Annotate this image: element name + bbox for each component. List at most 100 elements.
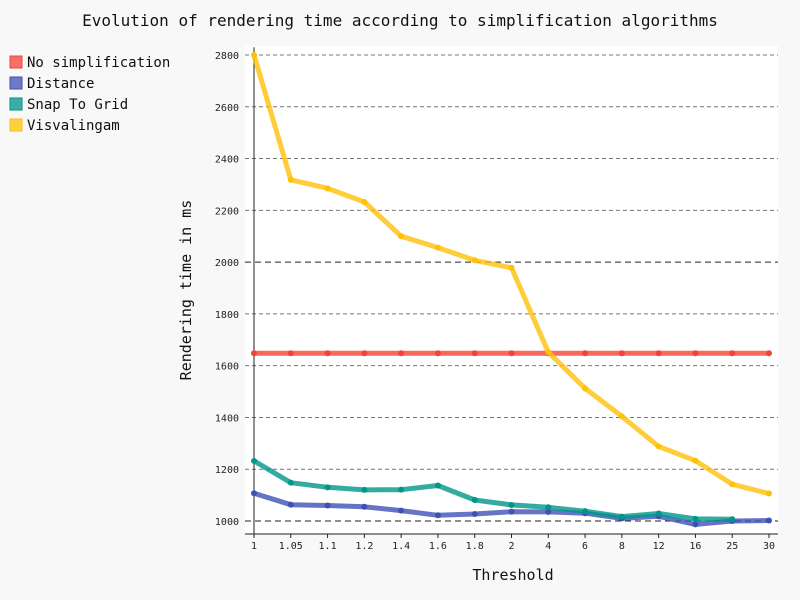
x-tick-label: 1.8 <box>466 541 484 552</box>
data-point-distance[interactable] <box>434 512 441 519</box>
series-line-snap-to-grid <box>251 458 735 522</box>
data-point-distance[interactable] <box>471 511 478 518</box>
data-point-snap-to-grid[interactable] <box>361 486 368 493</box>
data-point-no-simplification[interactable] <box>618 350 625 357</box>
x-tick-label: 12 <box>653 541 665 552</box>
legend-item-no-simplification[interactable]: No simplification <box>9 55 170 71</box>
legend-swatch <box>9 97 23 111</box>
data-point-visvalingam[interactable] <box>434 244 441 251</box>
y-tick-label: 1400 <box>215 413 239 424</box>
data-point-no-simplification[interactable] <box>692 350 699 357</box>
data-point-no-simplification[interactable] <box>508 350 515 357</box>
data-point-snap-to-grid[interactable] <box>251 457 257 464</box>
legend-item-visvalingam[interactable]: Visvalingam <box>9 118 120 134</box>
data-point-distance[interactable] <box>324 502 331 509</box>
data-point-distance[interactable] <box>251 490 257 497</box>
x-tick-label: 1.2 <box>355 541 373 552</box>
data-point-distance[interactable] <box>545 508 552 515</box>
data-point-snap-to-grid[interactable] <box>655 510 662 517</box>
data-point-no-simplification[interactable] <box>398 350 405 357</box>
data-point-visvalingam[interactable] <box>508 264 515 271</box>
x-tick-label: 30 <box>763 541 775 552</box>
data-point-no-simplification[interactable] <box>766 350 772 357</box>
data-point-visvalingam[interactable] <box>692 457 699 464</box>
x-tick-label: 4 <box>545 541 551 552</box>
legend-label: Distance <box>27 76 94 92</box>
legend-item-distance[interactable]: Distance <box>9 76 94 92</box>
data-point-visvalingam[interactable] <box>471 257 478 264</box>
x-tick-label: 16 <box>689 541 701 552</box>
y-tick-label: 2400 <box>215 155 239 166</box>
legend-label: Snap To Grid <box>27 97 128 113</box>
data-point-no-simplification[interactable] <box>582 350 589 357</box>
legend: No simplification Distance Snap To Grid Vis… <box>9 55 170 134</box>
data-point-distance[interactable] <box>508 508 515 515</box>
x-tick-label: 1.6 <box>429 541 447 552</box>
y-axis-label: Rendering time in ms <box>177 200 195 381</box>
data-point-distance[interactable] <box>692 521 699 528</box>
legend-swatch <box>9 118 23 132</box>
x-tick-label: 1 <box>251 541 257 552</box>
data-point-snap-to-grid[interactable] <box>398 486 405 493</box>
data-point-no-simplification[interactable] <box>361 350 368 357</box>
y-tick-label: 1000 <box>215 517 239 528</box>
data-point-visvalingam[interactable] <box>655 443 662 450</box>
data-point-snap-to-grid[interactable] <box>618 513 625 520</box>
y-tick-label: 1600 <box>215 362 239 373</box>
data-point-visvalingam[interactable] <box>361 199 368 206</box>
data-point-snap-to-grid[interactable] <box>545 504 552 511</box>
data-point-snap-to-grid[interactable] <box>692 515 699 522</box>
data-point-distance[interactable] <box>398 507 405 514</box>
x-tick-label: 25 <box>726 541 738 552</box>
data-point-no-simplification[interactable] <box>324 350 331 357</box>
x-tick-label: 8 <box>619 541 625 552</box>
legend-label: No simplification <box>27 55 170 71</box>
plot-background <box>245 46 778 533</box>
data-point-visvalingam[interactable] <box>766 490 772 497</box>
data-point-snap-to-grid[interactable] <box>471 497 478 504</box>
data-point-snap-to-grid[interactable] <box>287 479 294 486</box>
data-point-distance[interactable] <box>361 503 368 510</box>
data-point-visvalingam[interactable] <box>582 385 589 392</box>
data-point-visvalingam[interactable] <box>618 413 625 420</box>
x-tick-label: 1.1 <box>319 541 337 552</box>
data-point-no-simplification[interactable] <box>729 350 736 357</box>
data-point-snap-to-grid[interactable] <box>324 484 331 491</box>
legend-label: Visvalingam <box>27 118 120 134</box>
legend-swatch <box>9 55 23 69</box>
data-point-no-simplification[interactable] <box>287 350 294 357</box>
data-point-visvalingam[interactable] <box>398 233 405 240</box>
x-tick-label: 2 <box>508 541 514 552</box>
y-tick-label: 2800 <box>215 51 239 62</box>
legend-swatch <box>9 76 23 90</box>
y-tick-label: 2200 <box>215 206 239 217</box>
data-point-visvalingam[interactable] <box>287 176 294 183</box>
y-tick-label: 2600 <box>215 103 239 114</box>
data-point-visvalingam[interactable] <box>545 349 552 356</box>
legend-item-snap-to-grid[interactable]: Snap To Grid <box>9 97 128 113</box>
x-tick-label: 1.05 <box>279 541 303 552</box>
data-point-snap-to-grid[interactable] <box>582 508 589 515</box>
data-point-visvalingam[interactable] <box>729 481 736 488</box>
data-point-distance[interactable] <box>766 517 772 524</box>
data-point-no-simplification[interactable] <box>655 350 662 357</box>
x-tick-label: 6 <box>582 541 588 552</box>
x-tick-label: 1.4 <box>392 541 410 552</box>
data-point-no-simplification[interactable] <box>434 350 441 357</box>
y-tick-label: 1800 <box>215 310 239 321</box>
data-point-distance[interactable] <box>287 501 294 508</box>
y-tick-label: 1200 <box>215 465 239 476</box>
data-point-visvalingam[interactable] <box>251 52 257 58</box>
data-point-no-simplification[interactable] <box>251 350 257 357</box>
chart-title: Evolution of rendering time according to… <box>82 11 718 30</box>
data-point-visvalingam[interactable] <box>324 185 331 192</box>
data-point-snap-to-grid[interactable] <box>729 516 736 523</box>
data-point-no-simplification[interactable] <box>471 350 478 357</box>
data-point-snap-to-grid[interactable] <box>434 482 441 489</box>
x-axis-label: Threshold <box>472 566 553 584</box>
plot-area: 1000 1200 1400 1600 1800 2000 2200 2400 2600 2800… <box>215 46 778 552</box>
data-point-snap-to-grid[interactable] <box>508 501 515 508</box>
y-tick-label: 2000 <box>215 258 239 269</box>
